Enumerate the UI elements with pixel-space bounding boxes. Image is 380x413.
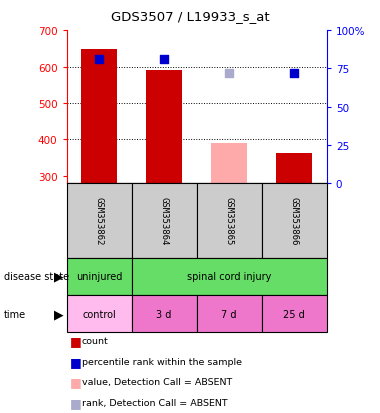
Text: ■: ■ [70, 355, 82, 368]
Text: rank, Detection Call = ABSENT: rank, Detection Call = ABSENT [82, 398, 227, 407]
Point [96, 57, 102, 63]
Bar [146, 71, 182, 184]
Point [161, 57, 167, 63]
Text: ■: ■ [70, 375, 82, 389]
Text: GSM353865: GSM353865 [225, 197, 234, 245]
Bar [276, 154, 312, 184]
Text: control: control [82, 309, 116, 319]
Bar [131, 295, 197, 332]
Point [226, 70, 232, 77]
Text: disease state: disease state [4, 272, 69, 282]
Text: GSM353862: GSM353862 [95, 197, 103, 245]
Text: ▶: ▶ [54, 307, 64, 320]
Text: ■: ■ [70, 334, 82, 347]
Text: ▶: ▶ [54, 270, 64, 283]
Bar [262, 295, 327, 332]
Text: 3 d: 3 d [157, 309, 172, 319]
Bar [211, 144, 247, 184]
Text: GSM353864: GSM353864 [160, 197, 169, 245]
Bar [197, 184, 262, 258]
Bar [66, 258, 131, 295]
Text: 7 d: 7 d [222, 309, 237, 319]
Bar [131, 184, 197, 258]
Bar [262, 184, 327, 258]
Text: time: time [4, 309, 26, 319]
Text: uninjured: uninjured [76, 272, 122, 282]
Bar [197, 295, 262, 332]
Text: percentile rank within the sample: percentile rank within the sample [82, 357, 242, 366]
Bar [131, 258, 327, 295]
Text: spinal cord injury: spinal cord injury [187, 272, 271, 282]
Bar [66, 295, 131, 332]
Text: GSM353866: GSM353866 [290, 197, 299, 245]
Text: ■: ■ [70, 396, 82, 409]
Point [291, 70, 297, 77]
Text: value, Detection Call = ABSENT: value, Detection Call = ABSENT [82, 377, 232, 387]
Bar [66, 184, 131, 258]
Bar [81, 50, 117, 184]
Text: GDS3507 / L19933_s_at: GDS3507 / L19933_s_at [111, 10, 269, 23]
Text: 25 d: 25 d [283, 309, 305, 319]
Text: count: count [82, 336, 108, 345]
